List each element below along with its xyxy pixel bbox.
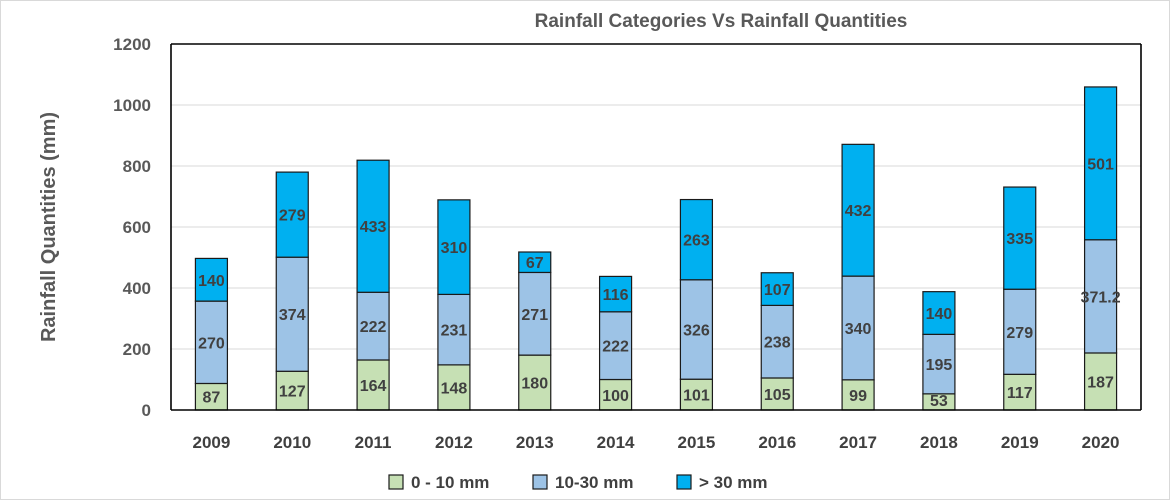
x-tick-label: 2017 <box>839 433 877 452</box>
data-label: 187 <box>1087 374 1114 391</box>
bar-segment <box>437 293 471 366</box>
data-label: 100 <box>602 388 629 405</box>
bar-segment <box>679 279 714 380</box>
bar-segment <box>356 159 390 293</box>
bar-segment <box>922 291 956 335</box>
data-labels: 87 270 140 127 374 279 164 222 433 148 231 310 180 27… <box>198 156 1121 410</box>
data-label: 279 <box>279 208 306 225</box>
bars <box>194 86 1118 411</box>
data-label: 140 <box>198 273 225 290</box>
y-tick-label: 1200 <box>113 35 151 54</box>
x-tick-label: 2020 <box>1082 433 1120 452</box>
x-tick-label: 2016 <box>758 433 796 452</box>
bar-segment <box>679 198 714 281</box>
legend-swatch <box>532 474 548 490</box>
bar-segment <box>518 271 552 356</box>
y-tick-label: 200 <box>123 340 151 359</box>
data-label: 433 <box>360 219 387 236</box>
bar-segment <box>598 378 633 411</box>
x-tick-label: 2019 <box>1001 433 1039 452</box>
data-label: 180 <box>521 376 548 393</box>
x-tick-label: 2014 <box>597 433 635 452</box>
data-label: 279 <box>1006 325 1033 342</box>
data-label: 231 <box>441 323 468 340</box>
data-label: 87 <box>203 390 221 407</box>
data-label: 140 <box>926 306 953 323</box>
data-label: 310 <box>441 240 468 257</box>
y-axis-label: Rainfall Quantities (mm) <box>38 112 60 342</box>
bar-segment <box>518 251 552 274</box>
x-tick-label: 2013 <box>516 433 554 452</box>
legend-label: 0 - 10 mm <box>411 473 489 492</box>
bar-segment <box>437 364 471 411</box>
legend-swatch <box>388 474 404 490</box>
bar-segment <box>275 256 309 372</box>
y-tick-label: 1000 <box>113 96 151 115</box>
bar-segment <box>760 272 794 306</box>
bar-segment <box>518 354 552 411</box>
bar-segment <box>841 275 875 381</box>
data-label: 263 <box>683 233 710 250</box>
data-label: 335 <box>1006 231 1033 248</box>
data-label: 222 <box>360 319 387 336</box>
data-label: 238 <box>764 335 791 352</box>
data-label: 222 <box>602 339 629 356</box>
x-tick-label: 2009 <box>193 433 231 452</box>
y-tick-label: 800 <box>123 157 151 176</box>
data-label: 67 <box>526 255 544 272</box>
bar-segment <box>598 311 633 381</box>
bar-segment <box>356 291 390 361</box>
data-label: 148 <box>441 380 468 397</box>
data-label: 164 <box>360 378 387 395</box>
y-tick-label: 600 <box>123 218 151 237</box>
data-label: 340 <box>845 321 872 338</box>
y-tick-label: 0 <box>142 401 151 420</box>
bar-segment <box>1083 352 1118 411</box>
bar-segment <box>1083 86 1118 241</box>
x-tick-label: 2010 <box>273 433 311 452</box>
y-tick-label: 400 <box>123 279 151 298</box>
data-label: 107 <box>764 282 791 299</box>
x-tick-label: 2011 <box>355 433 392 452</box>
bar-segment <box>194 257 229 302</box>
data-label: 374 <box>279 307 306 324</box>
data-label: 101 <box>683 388 710 405</box>
data-label: 501 <box>1087 156 1114 173</box>
x-tick-label: 2012 <box>435 433 473 452</box>
data-label: 117 <box>1007 385 1033 402</box>
x-tick-label: 2018 <box>920 433 958 452</box>
bar-segment <box>194 300 229 385</box>
x-tick-label: 2015 <box>678 433 716 452</box>
bar-segment <box>1003 186 1037 290</box>
data-label: 371.2 <box>1081 289 1121 306</box>
data-label: 127 <box>279 384 306 401</box>
chart-title: Rainfall Categories Vs Rainfall Quantiti… <box>535 11 908 32</box>
gridlines <box>171 43 1141 350</box>
bar-segment <box>679 378 714 411</box>
bar-segment <box>356 359 390 411</box>
bar-segment <box>598 275 633 313</box>
data-label: 271 <box>521 307 548 324</box>
bar-segment <box>760 377 794 411</box>
data-label: 432 <box>845 203 872 220</box>
data-label: 99 <box>849 388 867 405</box>
data-label: 116 <box>603 287 629 304</box>
bar-segment <box>1003 288 1037 375</box>
bar-segment <box>437 199 471 296</box>
data-label: 270 <box>198 335 225 352</box>
legend-label: 10-30 mm <box>555 473 633 492</box>
bar-segment <box>760 304 794 379</box>
data-label: 53 <box>930 393 948 410</box>
data-label: 195 <box>926 357 953 374</box>
legend: 0 - 10 mm 10-30 mm > 30 mm <box>388 473 768 492</box>
legend-swatch <box>676 474 692 490</box>
axes: 0 200 400 600 800 1000 1200 2009 2010 2011 2012 201… <box>113 35 1142 452</box>
data-label: 326 <box>683 322 710 339</box>
bar-segment <box>275 171 309 258</box>
legend-label: > 30 mm <box>699 473 768 492</box>
data-label: 105 <box>764 387 791 404</box>
bar-segment <box>841 143 875 277</box>
